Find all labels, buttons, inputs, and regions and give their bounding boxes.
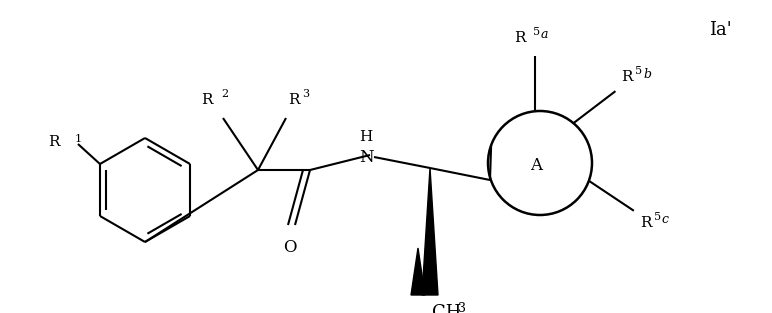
Text: R: R: [49, 135, 60, 149]
Text: R: R: [640, 216, 652, 230]
Text: R: R: [288, 93, 300, 107]
Text: R: R: [201, 93, 213, 107]
Text: c: c: [662, 213, 669, 226]
Polygon shape: [411, 248, 425, 295]
Text: 1: 1: [75, 134, 82, 144]
Text: A: A: [530, 157, 542, 175]
Text: 5: 5: [533, 27, 540, 37]
Text: 3: 3: [302, 89, 309, 99]
Text: a: a: [541, 28, 548, 42]
Text: O: O: [283, 239, 296, 255]
Text: 2: 2: [221, 89, 228, 99]
Text: H: H: [360, 130, 373, 144]
Text: Ia': Ia': [709, 21, 731, 39]
Text: R: R: [621, 70, 633, 84]
Text: CH: CH: [432, 304, 462, 313]
Text: 5: 5: [635, 66, 642, 76]
Text: 3: 3: [458, 301, 466, 313]
Polygon shape: [422, 168, 438, 295]
Text: b: b: [643, 68, 652, 81]
Text: 5: 5: [654, 212, 661, 222]
Text: R: R: [514, 31, 526, 45]
Text: N: N: [359, 148, 374, 166]
